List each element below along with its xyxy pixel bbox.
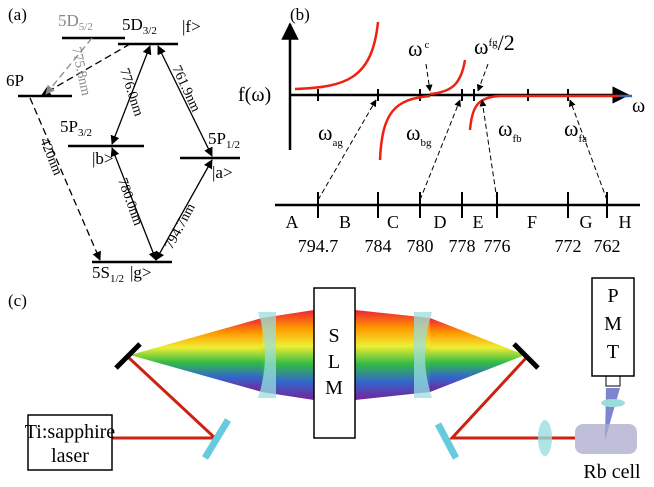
level-label: 5S1/2 |g> bbox=[92, 263, 152, 285]
level-label: 6P bbox=[6, 71, 24, 90]
marker-tspan: /2 bbox=[498, 30, 515, 55]
y-label: f(ω) bbox=[238, 84, 271, 106]
marker: ωfg/2 bbox=[474, 30, 515, 59]
level-label-tspan: 5D bbox=[58, 11, 79, 30]
curves-path bbox=[430, 60, 465, 94]
panel-label: (b) bbox=[290, 5, 310, 24]
optics-rect bbox=[606, 376, 620, 386]
laser-label: Ti:sapphire bbox=[25, 421, 116, 443]
optics-rect bbox=[575, 424, 637, 454]
marker-tspan: fb bbox=[512, 133, 522, 145]
slm-letter: S bbox=[328, 325, 339, 347]
scale-letter: C bbox=[387, 212, 399, 232]
x-label: ω bbox=[632, 95, 645, 117]
dashed-arrows-line bbox=[426, 64, 430, 91]
scale-letter: F bbox=[527, 212, 537, 232]
marker-tspan: fa bbox=[578, 133, 587, 145]
beam-paths-polygon bbox=[130, 318, 262, 392]
marker-tspan: ω bbox=[498, 116, 512, 141]
marker: ωfa bbox=[564, 116, 587, 145]
marker-tspan: ω bbox=[406, 120, 420, 145]
level-label-tspan: 5D bbox=[122, 15, 143, 34]
wavelength: 780.0nm bbox=[114, 176, 145, 228]
optics-line bbox=[438, 424, 456, 458]
wavelengths: 775.8nm 776.0nm 761.9nm 780.0nm 794.7nm … bbox=[36, 46, 203, 252]
curves-path bbox=[470, 96, 620, 130]
level-label-tspan: 3/2 bbox=[143, 25, 157, 37]
panel-label: (a) bbox=[8, 5, 27, 24]
level-label: 5P3/2 bbox=[60, 117, 92, 139]
level-label: 5P1/2 bbox=[208, 129, 240, 151]
curves-path bbox=[380, 96, 430, 160]
dashed-arrows-line bbox=[478, 64, 488, 91]
marker-tspan: ω bbox=[408, 36, 422, 61]
panel-b-axes-g bbox=[318, 89, 607, 218]
scale-value: 776 bbox=[484, 236, 511, 256]
level-label-tspan: 1/2 bbox=[110, 273, 124, 285]
optics-ellipse bbox=[538, 420, 552, 456]
scale-letter: G bbox=[580, 212, 593, 232]
marker-tspan: bg bbox=[420, 137, 432, 149]
marker-tspan: ag bbox=[332, 137, 343, 149]
slm-letter: L bbox=[328, 351, 340, 373]
wavelength: 794.7nm bbox=[162, 201, 198, 252]
dashed-arrows-line bbox=[420, 100, 460, 200]
cell-label: Rb cell bbox=[583, 461, 641, 483]
level-label-tspan: 5P bbox=[60, 117, 78, 136]
scale-value: 794.7 bbox=[298, 236, 339, 256]
marker: ωag bbox=[318, 120, 343, 149]
wavelength: 775.8nm bbox=[68, 46, 93, 98]
wavelength: 420nm bbox=[36, 136, 65, 178]
level-label: 5D5/2 bbox=[58, 11, 93, 33]
dashed-arrows-line bbox=[318, 100, 376, 200]
marker-tspan: c bbox=[424, 39, 429, 51]
marker: ωfb bbox=[498, 116, 522, 145]
pmt-letter: P bbox=[607, 285, 618, 307]
panel-label: (c) bbox=[8, 291, 27, 310]
dashed-arrows-line bbox=[570, 100, 607, 200]
marker: ωbg bbox=[406, 120, 432, 149]
level-label: 5D3/2 bbox=[122, 15, 157, 37]
scale-letter: E bbox=[473, 212, 484, 232]
state-label: |a> bbox=[212, 163, 233, 182]
level-label-tspan: |g> bbox=[130, 263, 152, 282]
scale-letter: H bbox=[619, 212, 632, 232]
curves-path bbox=[295, 22, 378, 89]
figure: (a) 5D5/2 5D3/2 |f> 6P 5P3/2 |b> 5P1/2 |… bbox=[0, 0, 654, 487]
scale-value: 772 bbox=[555, 236, 582, 256]
level-label-tspan: 5P bbox=[208, 129, 226, 148]
scale-letter: B bbox=[339, 212, 351, 232]
optics-ellipse bbox=[601, 399, 625, 407]
level-label-tspan: 5S bbox=[92, 263, 110, 282]
scale-value: 762 bbox=[594, 236, 621, 256]
scale: A B C D E F G H 794.7 784 780 778 776 772 762 bbox=[286, 212, 632, 256]
level-label-tspan: 5/2 bbox=[79, 21, 93, 33]
pmt-letter: T bbox=[607, 341, 619, 363]
dashed-arrows-line bbox=[482, 100, 497, 200]
marker-tspan: ω bbox=[474, 34, 488, 59]
marker-tspan: ω bbox=[564, 116, 578, 141]
state-label: |b> bbox=[92, 149, 114, 168]
wavelength: 761.9nm bbox=[168, 63, 203, 114]
scale-letter: A bbox=[286, 212, 299, 232]
scale-value: 780 bbox=[407, 236, 434, 256]
laser-label: laser bbox=[51, 445, 89, 467]
scale-value: 778 bbox=[449, 236, 476, 256]
level-label-tspan: 1/2 bbox=[226, 139, 240, 151]
level-label-tspan: 3/2 bbox=[78, 127, 92, 139]
slm-letter: M bbox=[325, 377, 343, 399]
optics bbox=[28, 278, 637, 470]
scale-letter: D bbox=[434, 212, 447, 232]
pmt-letter: M bbox=[604, 313, 622, 335]
beam-paths-polygon bbox=[430, 318, 525, 392]
scale-value: 784 bbox=[365, 236, 392, 256]
wavelength: 776.0nm bbox=[116, 67, 146, 119]
state-label: |f> bbox=[182, 17, 201, 36]
marker-tspan: ω bbox=[318, 120, 332, 145]
